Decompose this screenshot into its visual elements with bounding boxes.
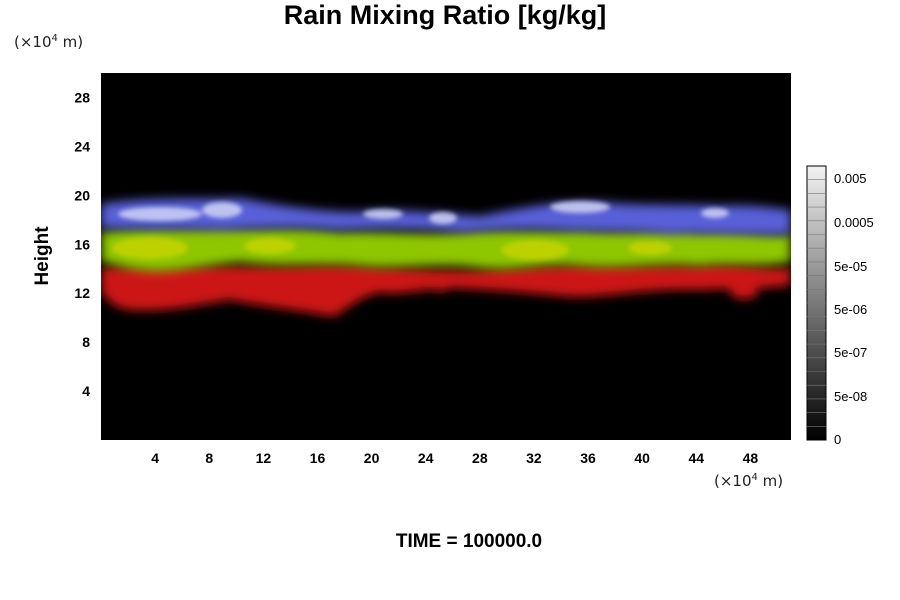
colorbar-label: 5e-08: [834, 389, 867, 404]
x-tick-label: 8: [205, 450, 213, 466]
y-axis-ticks: 4 8 12 16 20 24 28: [74, 89, 90, 399]
time-label: TIME = 100000.0: [395, 531, 543, 552]
y-tick-label: 16: [74, 236, 90, 252]
x-tick-label: 36: [580, 450, 596, 466]
x-tick-label: 40: [634, 450, 650, 466]
x-tick-label: 20: [364, 450, 380, 466]
x-tick-label: 48: [743, 450, 759, 466]
colorbar-label: 0.0005: [834, 215, 874, 230]
colorbar-labels: 0.005 0.0005 5e-05 5e-06 5e-07 5e-08 0: [834, 171, 874, 447]
y-tick-label: 24: [74, 138, 90, 154]
red-band: [101, 264, 791, 317]
chart-title: Rain Mixing Ratio [kg/kg]: [283, 0, 607, 30]
colorbar-tick-lines: [807, 179, 826, 427]
x-tick-label: 28: [472, 450, 488, 466]
y-tick-label: 8: [82, 334, 90, 350]
y-tick-label: 28: [74, 89, 90, 105]
colorbar-label: 5e-07: [834, 345, 867, 360]
x-tick-label: 24: [418, 450, 434, 466]
yellow-highlights: [112, 237, 672, 260]
x-axis-ticks: 4 8 12 16 20 24 28 32 36 40 44 48: [151, 450, 758, 466]
colorbar-label: 0.005: [834, 171, 867, 186]
x-tick-label: 44: [689, 450, 705, 466]
x-tick-label: 32: [526, 450, 542, 466]
y-tick-label: 20: [74, 187, 90, 203]
colorbar-label: 0: [834, 432, 841, 447]
rain-field: [101, 198, 791, 317]
y-axis-unit: (×104 m): [14, 33, 84, 51]
x-tick-label: 16: [310, 450, 326, 466]
y-tick-label: 4: [82, 383, 90, 399]
x-tick-label: 4: [151, 450, 159, 466]
y-tick-label: 12: [74, 285, 90, 301]
colorbar-label: 5e-05: [834, 259, 867, 274]
x-tick-label: 12: [256, 450, 272, 466]
green-band: [101, 228, 791, 272]
colorbar-label: 5e-06: [834, 302, 867, 317]
white-highlights: [118, 201, 729, 224]
x-axis-unit: (×104 m): [714, 472, 784, 490]
